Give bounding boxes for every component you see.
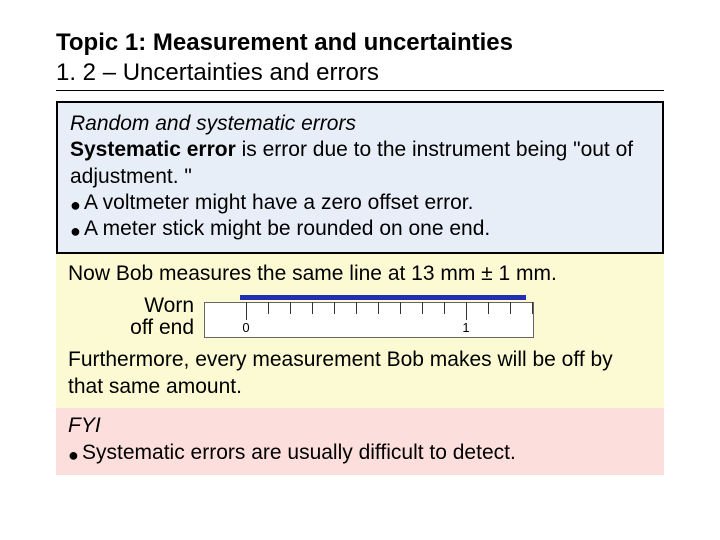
ruler-tick-minor <box>532 302 533 314</box>
slide-title: Topic 1: Measurement and uncertainties <box>56 28 664 58</box>
worn-label-l1: Worn <box>144 294 194 317</box>
ruler-tick-minor <box>378 302 379 314</box>
worn-label-l2: off end <box>130 316 194 339</box>
bullet-item: ● A voltmeter might have a zero offset e… <box>70 190 650 216</box>
example-box: Now Bob measures the same line at 13 mm … <box>56 254 664 408</box>
ruler-tick-minor <box>334 302 335 314</box>
slide-header: Topic 1: Measurement and uncertainties 1… <box>56 28 664 91</box>
ruler-tick-minor <box>422 302 423 314</box>
ruler-tick-minor <box>510 302 511 314</box>
bullet-text: A meter stick might be rounded on one en… <box>84 216 490 242</box>
example-conclusion: Furthermore, every measurement Bob makes… <box>68 346 652 401</box>
definition-box: Random and systematic errors Systematic … <box>56 101 664 254</box>
definition-body: Systematic error is error due to the ins… <box>70 137 650 190</box>
bullet-icon: ● <box>70 196 84 214</box>
ruler-number: 1 <box>462 320 469 337</box>
example-line: Now Bob measures the same line at 13 mm … <box>68 260 652 287</box>
slide-subtitle: 1. 2 – Uncertainties and errors <box>56 58 664 88</box>
ruler-diagram: 01 <box>204 292 544 342</box>
term: Systematic error <box>70 138 236 161</box>
bullet-text: A voltmeter might have a zero offset err… <box>84 190 473 216</box>
worn-label: Worn off end <box>104 295 194 339</box>
ruler-tick-minor <box>268 302 269 314</box>
ruler-tick-minor <box>400 302 401 314</box>
fyi-heading: FYI <box>68 412 652 439</box>
bullet-item: ● Systematic errors are usually difficul… <box>68 439 652 466</box>
bullet-item: ● A meter stick might be rounded on one … <box>70 216 650 242</box>
ruler-tick-minor <box>444 302 445 314</box>
bullet-text: Systematic errors are usually difficult … <box>82 439 516 466</box>
ruler-tick-minor <box>356 302 357 314</box>
ruler-body <box>204 302 534 338</box>
measured-line <box>240 295 526 300</box>
slide: Topic 1: Measurement and uncertainties 1… <box>0 0 720 495</box>
bullet-icon: ● <box>70 222 84 240</box>
ruler-number: 0 <box>242 320 249 337</box>
definition-heading: Random and systematic errors <box>70 111 650 137</box>
bullet-icon: ● <box>68 446 82 464</box>
ruler-tick-minor <box>312 302 313 314</box>
ruler-tick-major <box>466 302 467 320</box>
ruler-row: Worn off end 01 <box>68 292 652 342</box>
ruler-tick-minor <box>290 302 291 314</box>
fyi-box: FYI ● Systematic errors are usually diff… <box>56 408 664 475</box>
ruler-tick-major <box>246 302 247 320</box>
ruler-tick-minor <box>488 302 489 314</box>
